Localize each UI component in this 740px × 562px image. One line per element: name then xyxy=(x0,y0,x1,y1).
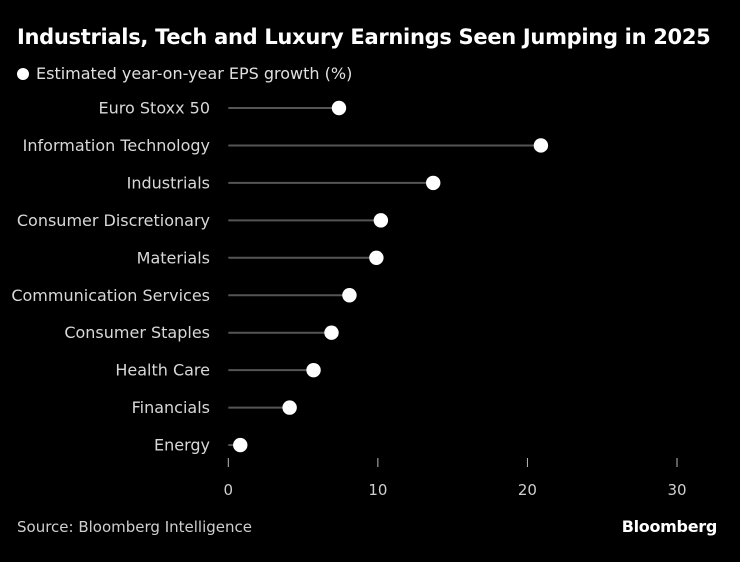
legend-marker-dot xyxy=(17,67,29,80)
lollipop-dot xyxy=(324,325,339,340)
category-label: Euro Stoxx 50 xyxy=(99,99,210,118)
x-tick-label: 0 xyxy=(224,481,234,499)
chart-row: Industrials xyxy=(127,173,441,192)
chart-row: Communication Services xyxy=(11,286,357,305)
category-label: Health Care xyxy=(115,361,210,380)
chart-row: Consumer Discretionary xyxy=(17,211,389,230)
chart-row: Health Care xyxy=(115,361,321,380)
x-tick-label: 30 xyxy=(667,481,686,499)
x-axis: 0 10 20 30 xyxy=(224,458,687,499)
lollipop-dot xyxy=(306,362,321,378)
category-label: Materials xyxy=(137,248,210,267)
lollipop-dot xyxy=(331,100,347,116)
chart-rows: Euro Stoxx 50 Information Technology Indus… xyxy=(11,99,549,455)
category-label: Information Technology xyxy=(23,136,210,155)
chart-title: Industrials, Tech and Luxury Earnings Se… xyxy=(17,25,711,49)
lollipop-dot xyxy=(373,213,389,228)
category-label: Financials xyxy=(132,398,210,417)
category-label: Consumer Discretionary xyxy=(17,211,210,230)
category-label: Energy xyxy=(154,436,210,455)
category-label: Consumer Staples xyxy=(64,323,210,342)
category-label: Communication Services xyxy=(11,286,210,305)
lollipop-dot xyxy=(369,250,384,265)
lollipop-dot xyxy=(426,175,441,191)
chart-row: Materials xyxy=(137,248,384,267)
source-note: Source: Bloomberg Intelligence xyxy=(17,518,252,536)
x-tick-label: 10 xyxy=(368,481,387,499)
lollipop-dot xyxy=(533,138,549,153)
lollipop-dot xyxy=(342,288,357,303)
lollipop-dot xyxy=(233,437,248,453)
chart-row: Information Technology xyxy=(23,136,549,155)
legend-label: Estimated year-on-year EPS growth (%) xyxy=(36,64,353,83)
chart-row: Financials xyxy=(132,398,297,417)
category-label: Industrials xyxy=(127,173,210,192)
legend: Estimated year-on-year EPS growth (%) xyxy=(17,64,352,83)
bloomberg-logo: Bloomberg xyxy=(621,517,718,536)
chart-row: Consumer Staples xyxy=(64,323,339,342)
chart-row: Energy xyxy=(154,436,248,455)
lollipop-dot xyxy=(282,400,297,415)
chart-row: Euro Stoxx 50 xyxy=(99,99,347,118)
x-tick-label: 20 xyxy=(518,481,537,499)
